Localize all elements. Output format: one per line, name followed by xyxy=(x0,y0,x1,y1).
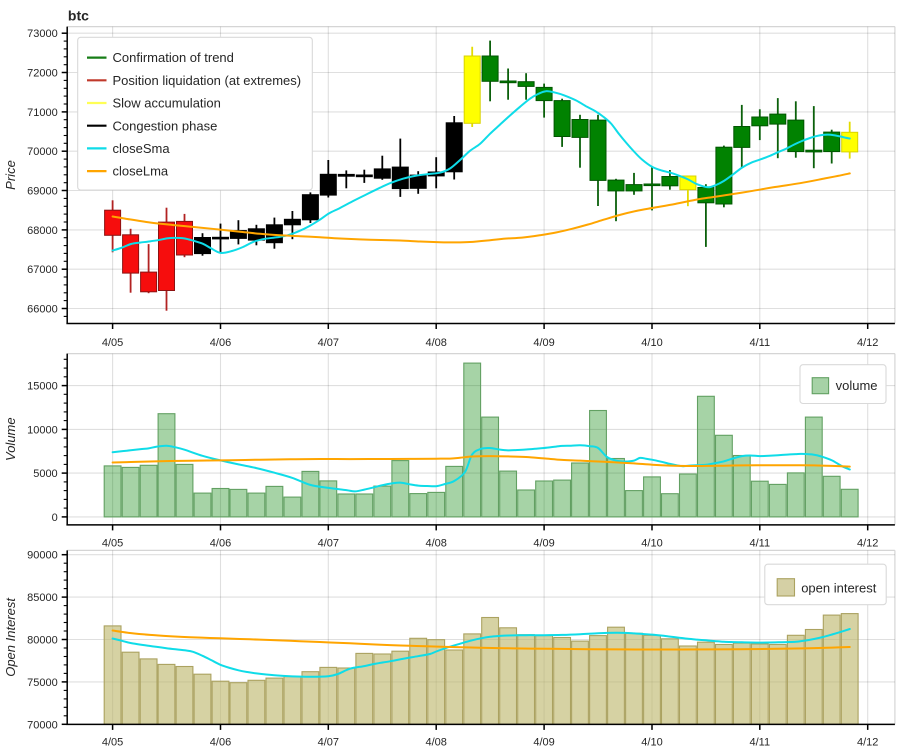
svg-text:4/12: 4/12 xyxy=(857,538,878,550)
svg-text:85000: 85000 xyxy=(27,592,58,604)
svg-text:Open Interest: Open Interest xyxy=(3,597,18,677)
svg-text:Slow accumulation: Slow accumulation xyxy=(113,96,221,111)
svg-text:4/12: 4/12 xyxy=(857,337,878,349)
svg-text:4/11: 4/11 xyxy=(750,538,771,550)
svg-text:4/07: 4/07 xyxy=(318,538,339,550)
svg-text:71000: 71000 xyxy=(27,107,58,119)
svg-text:5000: 5000 xyxy=(33,468,57,480)
svg-text:4/06: 4/06 xyxy=(210,337,231,349)
svg-text:Volume: Volume xyxy=(3,417,18,461)
svg-text:4/12: 4/12 xyxy=(857,736,878,748)
svg-text:closeLma: closeLma xyxy=(113,164,169,179)
svg-text:Congestion phase: Congestion phase xyxy=(113,118,218,133)
svg-text:Confirmation of trend: Confirmation of trend xyxy=(113,50,234,65)
svg-text:4/09: 4/09 xyxy=(533,736,554,748)
svg-text:4/05: 4/05 xyxy=(102,337,123,349)
svg-text:75000: 75000 xyxy=(27,677,58,689)
svg-text:0: 0 xyxy=(52,512,58,524)
svg-text:4/08: 4/08 xyxy=(425,538,446,550)
svg-text:4/09: 4/09 xyxy=(533,337,554,349)
svg-text:10000: 10000 xyxy=(27,424,58,436)
svg-text:4/05: 4/05 xyxy=(102,538,123,550)
svg-text:open interest: open interest xyxy=(801,581,877,596)
svg-text:66000: 66000 xyxy=(27,304,58,316)
svg-text:4/10: 4/10 xyxy=(641,337,662,349)
svg-text:4/10: 4/10 xyxy=(641,736,662,748)
svg-text:4/09: 4/09 xyxy=(533,538,554,550)
svg-text:90000: 90000 xyxy=(27,550,58,562)
svg-text:4/08: 4/08 xyxy=(425,736,446,748)
svg-text:closeSma: closeSma xyxy=(113,141,171,156)
svg-text:80000: 80000 xyxy=(27,635,58,647)
svg-text:4/07: 4/07 xyxy=(318,736,339,748)
svg-text:4/06: 4/06 xyxy=(210,538,231,550)
svg-text:4/06: 4/06 xyxy=(210,736,231,748)
svg-text:69000: 69000 xyxy=(27,186,58,198)
svg-text:Price: Price xyxy=(3,160,18,190)
svg-text:72000: 72000 xyxy=(27,68,58,80)
svg-text:4/11: 4/11 xyxy=(750,736,771,748)
svg-text:volume: volume xyxy=(836,378,878,393)
svg-text:15000: 15000 xyxy=(27,381,58,393)
svg-text:btc: btc xyxy=(68,7,89,23)
svg-text:67000: 67000 xyxy=(27,264,58,276)
svg-text:4/05: 4/05 xyxy=(102,736,123,748)
svg-text:70000: 70000 xyxy=(27,719,58,731)
svg-text:Position liquidation (at extre: Position liquidation (at extremes) xyxy=(113,73,302,88)
svg-text:73000: 73000 xyxy=(27,28,58,40)
svg-text:4/11: 4/11 xyxy=(750,337,771,349)
svg-text:4/10: 4/10 xyxy=(641,538,662,550)
svg-text:68000: 68000 xyxy=(27,225,58,237)
svg-text:70000: 70000 xyxy=(27,146,58,158)
svg-text:4/08: 4/08 xyxy=(425,337,446,349)
svg-text:4/07: 4/07 xyxy=(318,337,339,349)
